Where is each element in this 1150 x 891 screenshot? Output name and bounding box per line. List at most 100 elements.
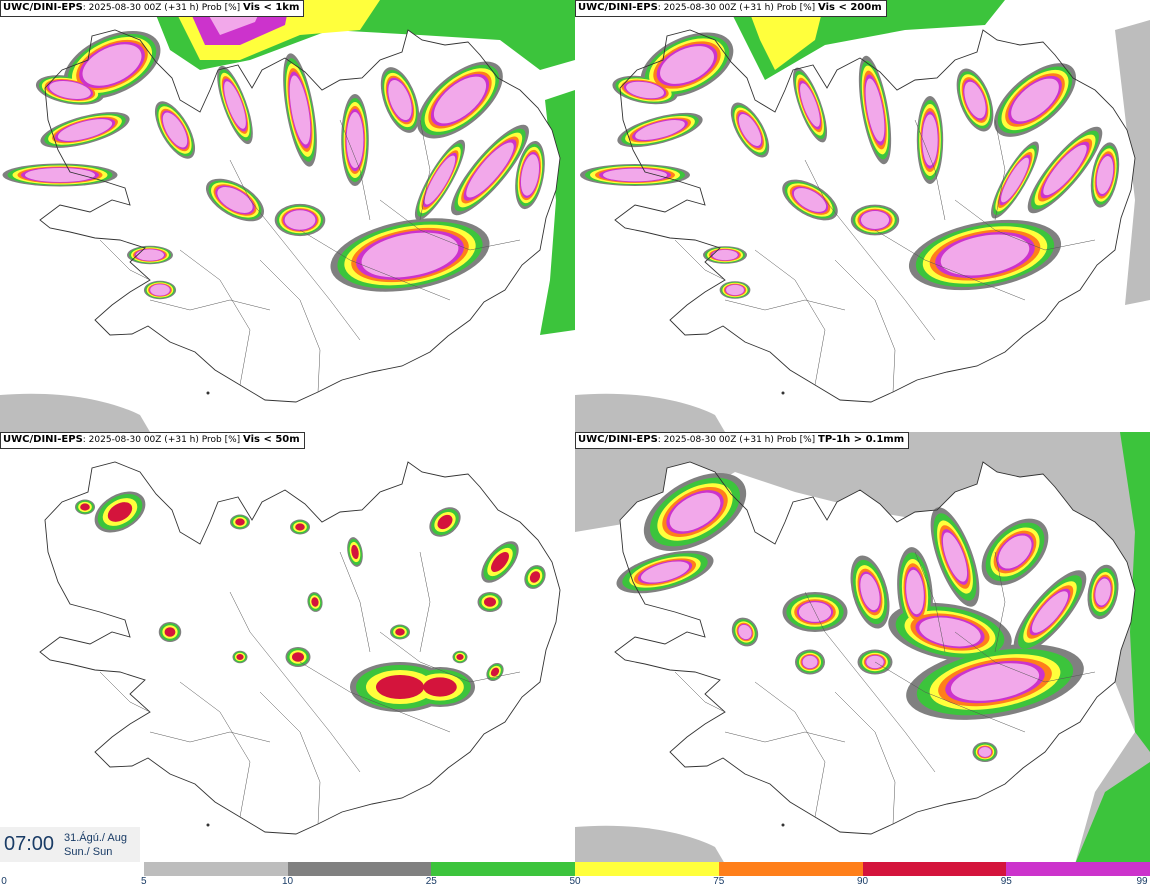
iceland-map <box>39 461 561 835</box>
panel-title: UWC/DINI-EPS: 2025-08-30 00Z (+31 h) Pro… <box>575 0 887 17</box>
colorbar-tick-label: 25 <box>425 876 437 887</box>
region-border <box>804 159 936 341</box>
probability-area <box>738 114 762 146</box>
probability-area <box>107 502 133 522</box>
map-panel-vis-1km: UWC/DINI-EPS: 2025-08-30 00Z (+31 h) Pro… <box>0 0 575 432</box>
colorbar-tick-label: 5 <box>140 876 147 887</box>
probability-area <box>164 627 176 637</box>
probability-area <box>224 81 246 129</box>
island-dot <box>781 823 785 827</box>
panel-title: UWC/DINI-EPS: 2025-08-30 00Z (+31 h) Pro… <box>0 432 305 449</box>
run-info: : 2025-08-30 00Z (+31 h) Prob [%] <box>657 3 816 13</box>
region-border <box>259 259 321 393</box>
model-name: UWC/DINI-EPS <box>578 434 658 445</box>
precip-area <box>1075 762 1150 864</box>
probability-area <box>49 80 91 100</box>
probability-area <box>626 81 664 99</box>
region-border <box>379 199 521 251</box>
probability-area <box>490 667 500 677</box>
island-dot <box>781 391 785 395</box>
probability-area <box>669 492 721 532</box>
colorbar-tick-label: 99 <box>1136 876 1148 887</box>
probability-area <box>433 76 487 124</box>
island-dot <box>206 823 210 827</box>
region-border <box>674 671 726 713</box>
region-border <box>834 691 896 825</box>
probability-area <box>1011 78 1059 122</box>
region-borders <box>674 551 1096 825</box>
panel-title: UWC/DINI-EPS: 2025-08-30 00Z (+31 h) Pro… <box>575 432 910 449</box>
region-border <box>754 249 826 386</box>
probability-area <box>520 154 540 196</box>
sea-fog-area <box>0 393 150 432</box>
probability-area <box>529 571 541 583</box>
valid-date: 31.Ágú./ Aug Sun./ Sun <box>64 831 127 859</box>
region-border <box>874 229 1026 301</box>
region-border <box>299 229 451 301</box>
region-border <box>994 551 1006 653</box>
region-border <box>754 681 826 818</box>
probability-area <box>964 81 986 119</box>
iceland-map <box>575 432 1150 864</box>
probability-area <box>217 187 253 213</box>
probability-area <box>236 654 244 660</box>
colorbar-segment <box>862 862 1007 876</box>
valid-time: 07:00 <box>4 833 55 855</box>
threshold-label: Vis < 50m <box>243 434 300 445</box>
probability-area <box>136 249 164 261</box>
run-info: : 2025-08-30 00Z (+31 h) Prob [%] <box>82 3 241 13</box>
region-border <box>724 299 846 311</box>
colorbar-tick-label: 95 <box>1000 876 1012 887</box>
probability-area <box>235 518 245 526</box>
probability-area <box>942 532 968 582</box>
colorbar-segment <box>575 862 720 876</box>
probability-area <box>998 535 1032 569</box>
probability-area <box>802 655 818 669</box>
model-name: UWC/DINI-EPS <box>578 2 658 13</box>
probability-area <box>1031 591 1069 633</box>
panel-title: UWC/DINI-EPS: 2025-08-30 00Z (+31 h) Pro… <box>0 0 305 17</box>
colorbar-tick-label: 50 <box>569 876 581 887</box>
probability-area <box>456 654 464 660</box>
probability-area <box>25 168 95 182</box>
probability-colorbar: 0 5 10 25 50 75 90 95 99 <box>0 862 1150 891</box>
probability-area <box>922 114 938 166</box>
probability-area <box>950 663 1040 701</box>
region-border <box>229 591 361 773</box>
probability-area <box>978 747 992 757</box>
probability-area <box>388 79 412 121</box>
region-border <box>804 591 936 773</box>
probability-area <box>437 514 453 530</box>
probability-area <box>712 249 738 261</box>
probability-area <box>346 112 364 168</box>
overlay-layer <box>75 491 546 712</box>
probability-area <box>635 120 685 140</box>
probability-area <box>361 232 459 278</box>
iceland-map <box>0 0 575 432</box>
region-border <box>914 551 946 653</box>
region-borders <box>674 119 1096 393</box>
probability-area <box>376 675 424 699</box>
region-border <box>99 239 151 281</box>
day-text: Sun./ Sun <box>64 846 113 858</box>
region-border <box>914 119 946 221</box>
region-border <box>954 199 1096 251</box>
coastline <box>39 29 561 403</box>
threshold-label: Vis < 200m <box>818 2 882 13</box>
probability-area <box>284 210 316 230</box>
map-panel-vis-200m: UWC/DINI-EPS: 2025-08-30 00Z (+31 h) Pro… <box>575 0 1150 432</box>
sea-fog-area <box>575 825 725 864</box>
probability-area <box>466 142 514 198</box>
colorbar-segment <box>1006 862 1150 876</box>
probability-area <box>395 628 405 636</box>
model-name: UWC/DINI-EPS <box>3 2 83 13</box>
region-borders <box>99 551 521 825</box>
colorbar-tick-label: 10 <box>281 876 294 887</box>
probability-area <box>311 597 319 607</box>
colorbar-segment <box>143 862 288 876</box>
probability-area <box>660 46 714 84</box>
region-border <box>419 551 431 653</box>
date-text: 31.Ágú./ Aug <box>64 832 127 844</box>
map-panel-vis-50m: UWC/DINI-EPS: 2025-08-30 00Z (+31 h) Pro… <box>0 432 575 864</box>
sea-fog-area <box>540 90 575 335</box>
